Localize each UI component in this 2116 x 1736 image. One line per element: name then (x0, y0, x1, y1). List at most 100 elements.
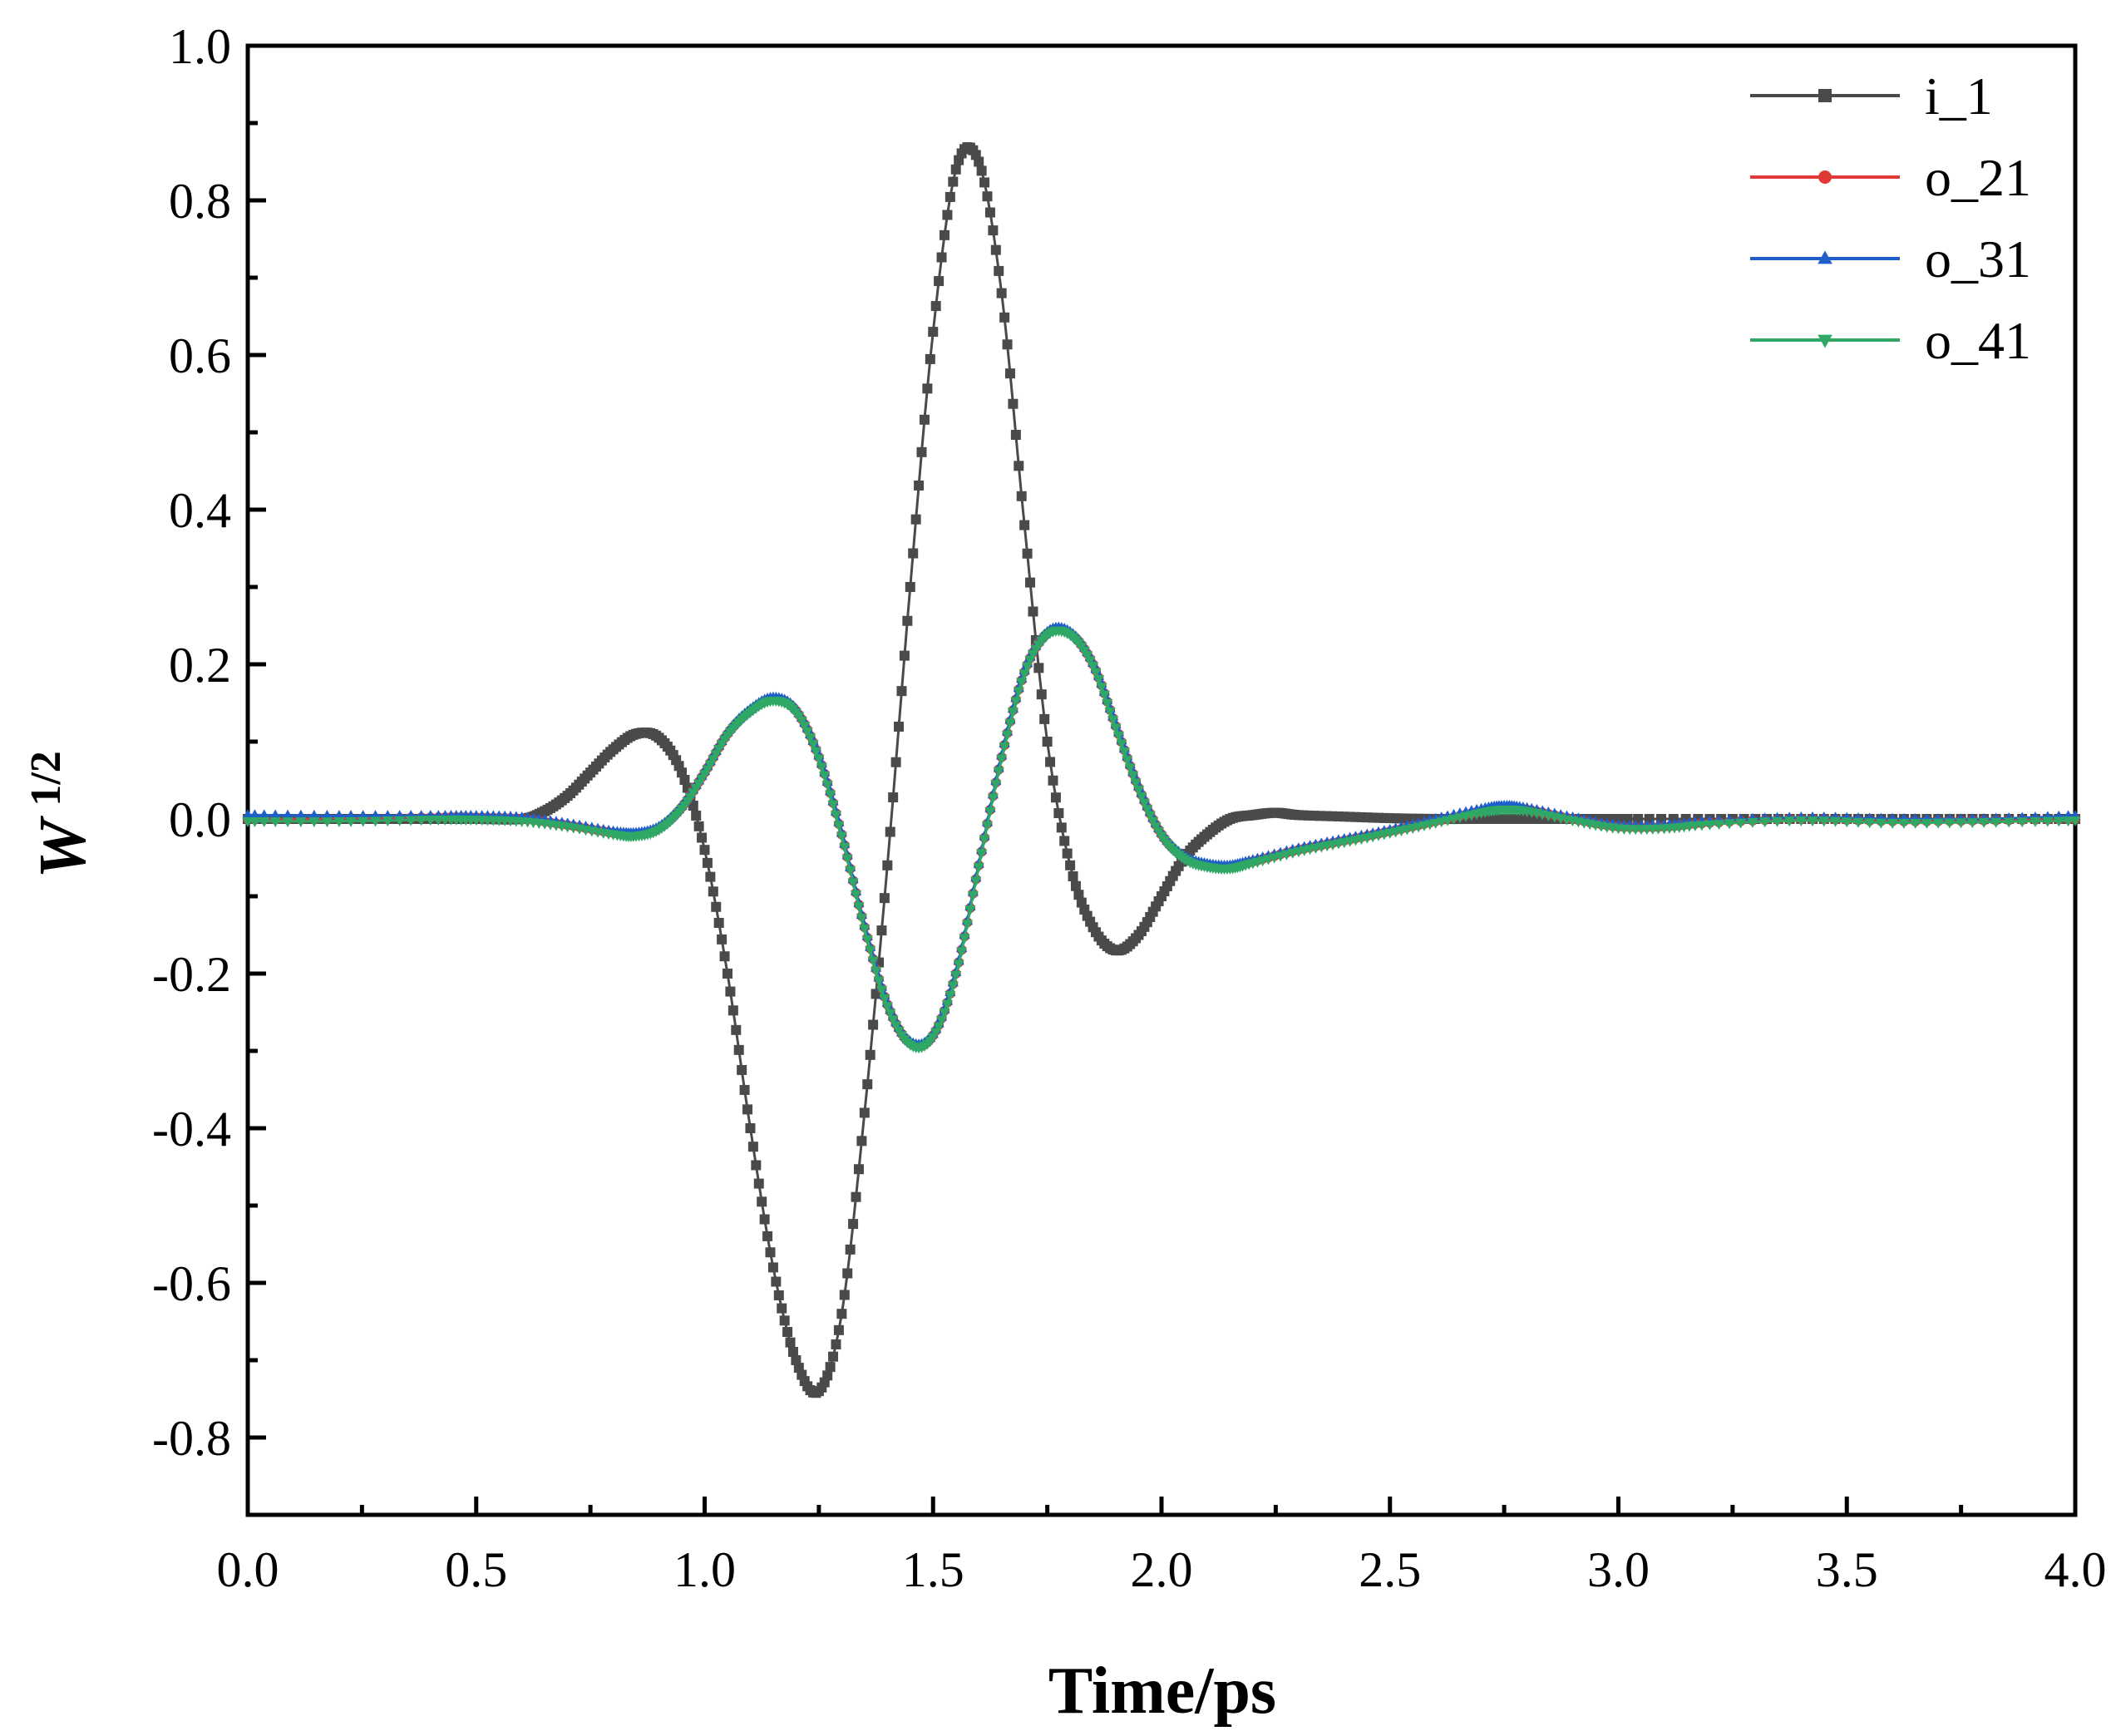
data-point (269, 809, 281, 820)
data-point (859, 1107, 870, 1118)
data-point (717, 934, 728, 944)
data-point (757, 1196, 767, 1207)
data-point (733, 1044, 744, 1055)
data-point (1016, 678, 1028, 688)
data-point (1056, 822, 1067, 833)
data-point (1130, 778, 1142, 789)
data-point (807, 740, 819, 751)
data-point (822, 1370, 833, 1381)
x-tick-label: 1.5 (902, 1542, 964, 1597)
x-axis-title: Time/ps (1048, 1655, 1276, 1728)
data-point (1966, 818, 1978, 829)
data-point (1004, 718, 1016, 729)
data-point (1007, 708, 1019, 718)
data-point (779, 1315, 790, 1326)
y-tick-label: -0.2 (152, 947, 231, 1002)
data-point (1025, 577, 1036, 588)
data-point (705, 871, 716, 882)
data-point (961, 920, 974, 930)
data-point (999, 312, 1010, 323)
data-point (771, 1276, 782, 1287)
data-point (1107, 715, 1119, 726)
data-point (973, 862, 984, 873)
x-tick-label: 1.0 (673, 1542, 736, 1597)
series-o-41 (242, 626, 2081, 1054)
data-point (1053, 808, 1064, 819)
data-point (759, 1214, 770, 1225)
data-point (988, 225, 999, 236)
data-point (984, 807, 996, 818)
data-point (996, 288, 1007, 298)
data-point (1127, 771, 1139, 782)
data-point (848, 1219, 859, 1230)
data-point (1144, 811, 1156, 821)
legend-label: o_31 (1925, 229, 2031, 289)
data-point (282, 817, 293, 828)
data-point (1944, 818, 1956, 829)
data-point (1110, 723, 1122, 734)
data-point (830, 811, 842, 821)
data-point (1771, 816, 1783, 827)
data-point (1010, 697, 1022, 708)
series-line (248, 145, 2075, 1394)
data-point (916, 446, 927, 457)
data-point (777, 1303, 787, 1314)
data-point (865, 945, 876, 956)
data-point (1696, 821, 1708, 831)
data-point (935, 1015, 948, 1026)
y-tick-label: 0.4 (169, 483, 231, 538)
data-point (1142, 805, 1153, 816)
plot-area (245, 43, 2078, 1517)
data-point (894, 721, 905, 732)
data-point (1042, 737, 1053, 747)
legend-label: o_41 (1925, 311, 2031, 370)
data-point (914, 480, 925, 491)
data-point (842, 1268, 853, 1279)
data-point (1033, 663, 1044, 673)
data-point (1841, 817, 1852, 828)
data-point (879, 893, 890, 904)
data-point (787, 1346, 798, 1357)
y-tick-label: 0.2 (169, 638, 231, 693)
data-point (2062, 816, 2074, 827)
data-point (1759, 817, 1771, 828)
data-point (697, 832, 708, 843)
data-point (751, 1160, 762, 1171)
data-point (851, 1191, 861, 1202)
y-tick-label: -0.8 (152, 1411, 231, 1466)
data-point (950, 164, 961, 175)
data-point (1039, 713, 1050, 724)
data-point (1016, 491, 1027, 501)
data-point (945, 991, 956, 1002)
data-point (1448, 814, 1460, 825)
data-point (1045, 757, 1056, 767)
data-point (981, 821, 994, 831)
data-point (745, 1123, 756, 1133)
data-point (870, 966, 882, 977)
data-point (922, 383, 933, 394)
legend-label: i_1 (1925, 67, 1993, 126)
data-point (959, 934, 970, 944)
data-point (1898, 818, 1910, 829)
data-point (1070, 880, 1081, 891)
data-point (1022, 548, 1033, 559)
data-point (693, 821, 704, 831)
data-point (950, 971, 962, 982)
data-point (425, 816, 437, 826)
data-point (879, 994, 890, 1004)
data-point (773, 1290, 784, 1300)
data-point (942, 210, 953, 220)
data-point (1795, 816, 1807, 827)
data-point (990, 780, 1002, 791)
data-point (765, 1247, 776, 1258)
data-point (753, 1178, 764, 1189)
data-point (1978, 817, 1990, 828)
data-point (861, 935, 873, 946)
data-point (1065, 860, 1076, 870)
data-point (825, 1362, 836, 1373)
data-point (321, 817, 333, 828)
y-axis: -0.8 -0.6 -0.4 -0.2 0.0 0.2 0.4 0.6 0.8 1.0 (152, 19, 266, 1466)
data-point (993, 767, 1004, 777)
data-point (1852, 817, 1864, 828)
data-point (1096, 683, 1107, 693)
